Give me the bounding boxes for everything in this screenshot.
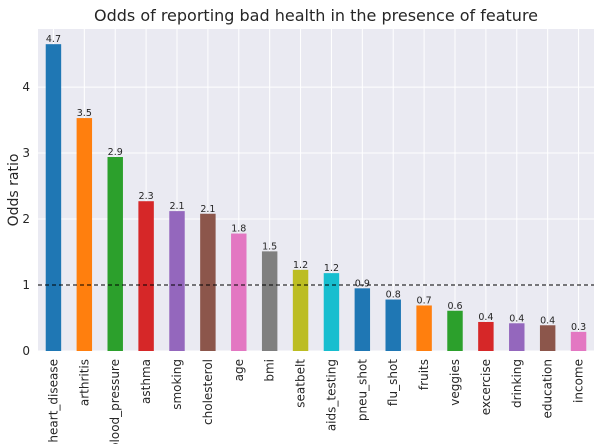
data-label-education: 0.4 — [540, 315, 555, 326]
bar-seatbelt — [292, 269, 309, 351]
data-label-heart-disease: 4.7 — [46, 34, 61, 45]
x-tick-label: age — [232, 359, 246, 381]
x-axis-ticks: heart_disease arthritis blood_pressure asth… — [46, 359, 585, 444]
bar-cholesterol — [200, 213, 216, 351]
data-label-excercise: 0.4 — [478, 312, 493, 323]
bar-age — [231, 233, 247, 351]
data-label-bmi: 1.5 — [262, 241, 277, 252]
x-tick-label: flu_shot — [386, 359, 400, 406]
data-label-income: 0.3 — [571, 322, 586, 333]
data-label-fruits: 0.7 — [417, 295, 432, 306]
x-tick-label: excercise — [479, 359, 493, 415]
data-labels: 4.7 3.5 2.9 2.3 2.1 2.1 1.8 1.5 1.2 1.2 0.9 0.8 0.7 0… — [46, 34, 586, 333]
x-tick-label: income — [572, 359, 586, 403]
data-label-seatbelt: 1.2 — [293, 260, 308, 271]
y-axis-title: Odds ratio — [6, 154, 22, 227]
x-tick-label: seatbelt — [294, 359, 308, 408]
data-label-blood-pressure: 2.9 — [108, 147, 123, 158]
chart-title: Odds of reporting bad health in the pres… — [94, 6, 538, 25]
data-label-arthritis: 3.5 — [77, 108, 92, 119]
x-tick-label: bmi — [263, 359, 277, 382]
data-label-flu-shot: 0.8 — [386, 290, 401, 301]
bar-excercise — [478, 321, 494, 351]
y-tick-label: 4 — [22, 80, 30, 94]
bar-heart-disease — [45, 44, 62, 351]
data-label-age: 1.8 — [231, 224, 246, 235]
x-tick-label: veggies — [448, 359, 462, 406]
data-label-cholesterol: 2.1 — [200, 204, 215, 215]
data-label-smoking: 2.1 — [169, 201, 184, 212]
data-label-pneu-shot: 0.9 — [355, 278, 370, 289]
x-tick-label: arthritis — [77, 359, 91, 406]
bars — [45, 44, 587, 351]
bar-income — [570, 331, 587, 351]
bar-blood-pressure — [107, 157, 123, 351]
bar-drinking — [509, 323, 525, 351]
x-tick-label: education — [541, 359, 555, 419]
data-label-veggies: 0.6 — [447, 301, 462, 312]
bar-flu-shot — [385, 299, 401, 351]
bar-fruits — [416, 305, 432, 351]
y-tick-label: 2 — [22, 212, 30, 226]
bar-education — [539, 325, 556, 351]
y-tick-label: 0 — [22, 344, 30, 358]
bar-asthma — [138, 201, 154, 351]
y-tick-label: 3 — [22, 146, 30, 160]
y-tick-label: 1 — [22, 278, 30, 292]
x-tick-label: cholesterol — [201, 359, 215, 425]
bar-pneu-shot — [354, 288, 371, 351]
x-tick-label: pneu_shot — [355, 359, 369, 421]
plot-background — [38, 29, 594, 351]
bar-veggies — [447, 310, 463, 351]
x-tick-label: aids_testing — [324, 359, 338, 431]
x-tick-label: blood_pressure — [108, 359, 122, 444]
y-axis-ticks: 0 1 2 3 4 — [22, 80, 30, 358]
x-tick-label: drinking — [510, 359, 524, 408]
x-tick-label: heart_disease — [46, 359, 60, 443]
bar-arthritis — [76, 118, 93, 351]
x-tick-label: asthma — [139, 359, 153, 404]
bar-bmi — [261, 251, 278, 351]
data-label-asthma: 2.3 — [139, 191, 154, 202]
x-tick-label: smoking — [170, 359, 184, 410]
x-tick-label: fruits — [417, 359, 431, 390]
bar-aids-testing — [323, 273, 340, 351]
data-label-drinking: 0.4 — [509, 313, 524, 324]
bar-smoking — [169, 211, 185, 351]
data-label-aids-testing: 1.2 — [324, 263, 339, 274]
